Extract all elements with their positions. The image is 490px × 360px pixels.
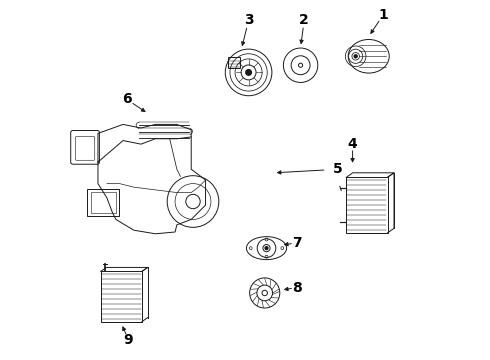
Circle shape bbox=[246, 69, 251, 75]
Text: 6: 6 bbox=[122, 92, 131, 106]
Text: 5: 5 bbox=[333, 162, 343, 176]
Bar bbox=[346, 177, 388, 233]
Text: 4: 4 bbox=[348, 137, 358, 151]
Text: 2: 2 bbox=[299, 13, 309, 27]
Circle shape bbox=[265, 247, 268, 249]
Circle shape bbox=[354, 55, 357, 58]
Bar bbox=[87, 189, 120, 216]
Bar bbox=[228, 57, 241, 68]
Circle shape bbox=[298, 63, 303, 67]
Bar bbox=[91, 192, 116, 213]
Text: 1: 1 bbox=[378, 8, 388, 22]
Text: 9: 9 bbox=[123, 333, 133, 347]
Bar bbox=[100, 271, 142, 321]
Text: 3: 3 bbox=[244, 13, 253, 27]
Text: 8: 8 bbox=[292, 280, 302, 294]
Circle shape bbox=[262, 290, 268, 296]
Text: 7: 7 bbox=[292, 236, 302, 250]
